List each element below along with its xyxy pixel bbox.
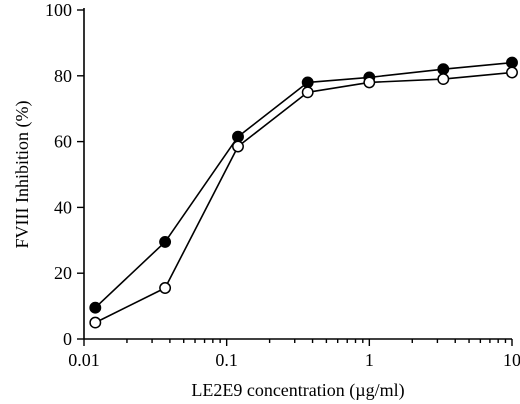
series-line-2: [94, 71, 513, 324]
series-layer: [89, 56, 518, 329]
open-circle-point: [159, 282, 172, 294]
open-circle-point: [89, 316, 102, 329]
y-tick-label: 80: [54, 66, 72, 86]
series-line-1: [94, 61, 513, 309]
open-circle-point: [363, 76, 376, 89]
y-tick-label: 60: [54, 132, 72, 152]
x-tick-label: 0.1: [215, 350, 238, 370]
open-circle-point: [232, 140, 244, 153]
y-axis-title: FVIII Inhibition (%): [12, 101, 33, 249]
open-circle-point: [437, 73, 450, 86]
x-tick-label: 10: [503, 350, 520, 370]
filled-circle-point: [159, 235, 172, 248]
y-tick-label: 20: [54, 263, 72, 283]
filled-circle-point: [437, 63, 450, 76]
filled-circle-point: [232, 130, 244, 143]
y-tick-label: 0: [63, 329, 72, 349]
y-tick-label: 100: [45, 0, 72, 20]
axes: 0 20 40 60 80 100 0.01 0.1 1 10: [45, 0, 520, 370]
y-tick-label: 40: [54, 197, 72, 217]
filled-circle-point: [506, 56, 518, 69]
x-axis-title: LE2E9 concentration (µg/ml): [191, 380, 404, 401]
open-circle-point: [506, 66, 518, 79]
x-tick-label: 1: [365, 350, 374, 370]
open-circle-point: [301, 86, 314, 99]
filled-circle-point: [301, 76, 314, 89]
filled-circle-point: [89, 301, 102, 314]
x-tick-label: 0.01: [68, 350, 100, 370]
